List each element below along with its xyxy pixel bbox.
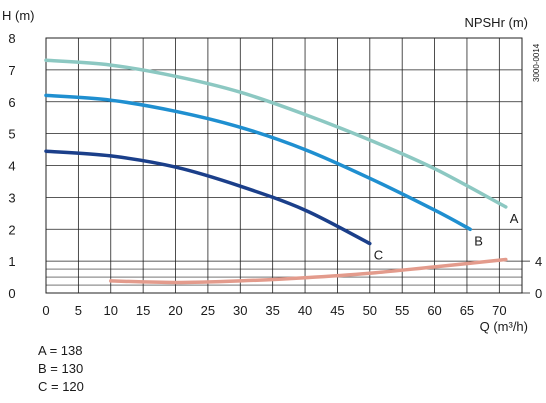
x-tick-label: 5: [75, 303, 82, 318]
series-line-a: [44, 58, 508, 209]
series-line-c: [44, 149, 372, 246]
x-axis-title: Q (m³/h): [480, 319, 528, 334]
curve-legend: A = 138 B = 130 C = 120: [38, 342, 84, 396]
x-tick-label: 10: [104, 303, 118, 318]
y-tick-label-right: 4: [535, 254, 542, 269]
x-tick-label: 45: [330, 303, 344, 318]
y-axis-title-right: NPSHr (m): [464, 15, 528, 30]
x-tick-label: 30: [233, 303, 247, 318]
y-tick-label-left: 5: [8, 127, 15, 142]
x-tick-label: 20: [168, 303, 182, 318]
x-tick-label: 15: [136, 303, 150, 318]
legend-item-c: C = 120: [38, 379, 84, 394]
y-tick-label-left: 7: [8, 63, 15, 78]
y-tick-label-left: 3: [8, 190, 15, 205]
series-line-npshr: [109, 257, 508, 285]
y-tick-label-right: 0: [535, 286, 542, 301]
figure-code: 3000-0014: [532, 43, 541, 82]
x-tick-label: 50: [363, 303, 377, 318]
y-tick-label-left: 6: [8, 95, 15, 110]
x-tick-label: 70: [492, 303, 506, 318]
y-axis-title-left: H (m): [2, 8, 35, 23]
x-tick-label: 55: [395, 303, 409, 318]
x-tick-label: 25: [201, 303, 215, 318]
curve-label-c: C: [374, 248, 383, 263]
x-tick-label: 60: [427, 303, 441, 318]
npsh-fine-grid: [46, 268, 522, 286]
curve-label-b: B: [474, 233, 483, 248]
y-tick-label-left: 2: [8, 222, 15, 237]
y-tick-label-left: 4: [8, 159, 15, 174]
y-tick-label-left: 0: [8, 286, 15, 301]
plot-frame: [45, 37, 523, 294]
series-layer: A B C: [44, 58, 519, 285]
legend-item-a: A = 138: [38, 343, 83, 358]
series-line-b: [44, 93, 472, 232]
chart-grid: [45, 37, 523, 294]
x-tick-label: 35: [265, 303, 279, 318]
legend-item-b: B = 130: [38, 361, 84, 376]
y-tick-label-left: 1: [8, 254, 15, 269]
x-tick-label: 0: [42, 303, 49, 318]
x-tick-label: 65: [460, 303, 474, 318]
curve-label-a: A: [510, 211, 519, 226]
y-tick-label-left: 8: [8, 31, 15, 46]
x-tick-label: 40: [298, 303, 312, 318]
